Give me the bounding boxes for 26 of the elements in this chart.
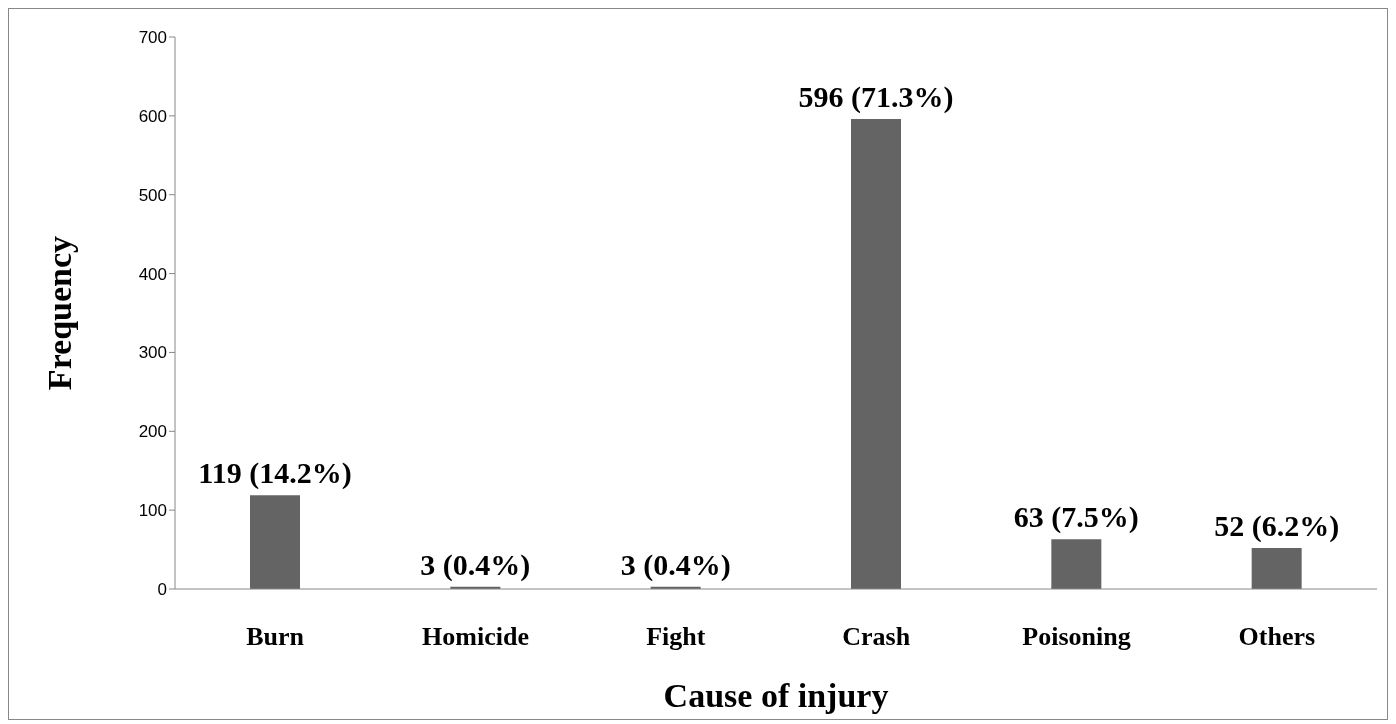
y-tick-label: 600 — [138, 106, 167, 126]
y-tick-label: 200 — [138, 422, 167, 442]
data-label: 63 (7.5%) — [1013, 500, 1139, 535]
data-label: 596 (71.3%) — [798, 80, 954, 115]
y-axis-title: Frequency — [41, 235, 79, 391]
data-label: 119 (14.2%) — [198, 456, 352, 491]
bar — [250, 495, 300, 589]
y-tick-label: 100 — [138, 501, 167, 521]
y-tick-label: 0 — [157, 580, 167, 600]
y-tick-label: 500 — [138, 185, 167, 205]
data-label: 3 (0.4%) — [420, 547, 531, 582]
x-tick-label: Homicide — [422, 622, 529, 652]
data-label: 3 (0.4%) — [620, 547, 731, 582]
x-tick-label: Poisoning — [1022, 622, 1131, 652]
x-tick-label: Burn — [246, 622, 305, 652]
bar — [1051, 539, 1102, 589]
bar — [851, 119, 901, 589]
x-tick-label: Fight — [646, 622, 706, 652]
x-tick-label: Others — [1238, 622, 1316, 652]
bar — [1251, 547, 1302, 589]
x-tick-label: Crash — [842, 622, 911, 652]
y-tick-label: 400 — [138, 264, 167, 284]
y-tick-label: 300 — [138, 343, 167, 363]
data-label: 52 (6.2%) — [1214, 508, 1340, 543]
y-tick-label: 700 — [138, 28, 167, 48]
x-axis-title: Cause of injury — [663, 677, 889, 714]
